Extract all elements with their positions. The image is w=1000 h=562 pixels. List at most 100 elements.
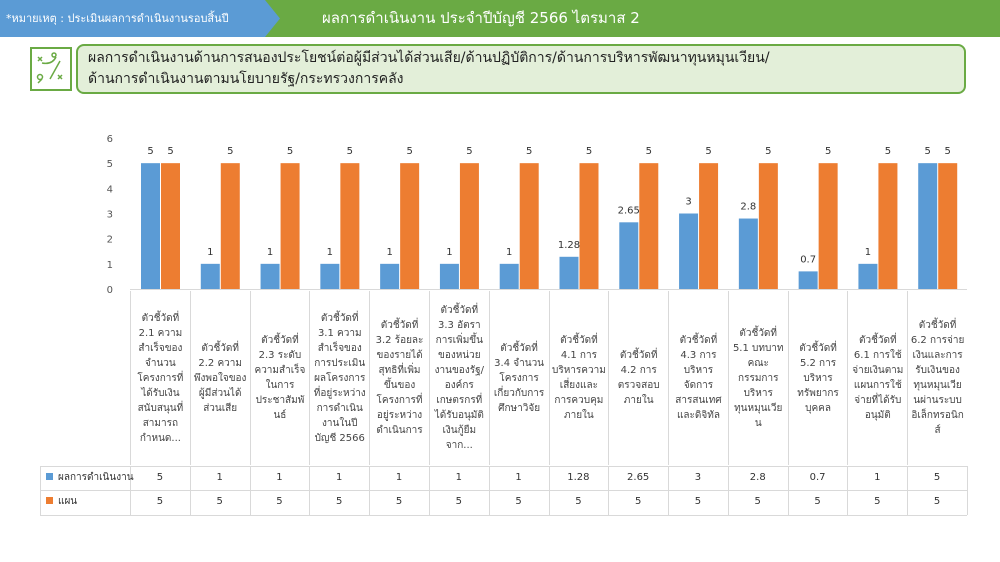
category-label: ตัวชี้วัดที่ 2.1 ความสำเร็จของจำนวนโครงก… [130, 291, 190, 465]
bar-actual [918, 163, 938, 289]
data-label: 1.28 [558, 240, 580, 251]
bar-plan [280, 163, 300, 289]
table-value: 3 [694, 472, 702, 483]
subtitle-line1: ผลการดำเนินงานด้านการสนองประโยชน์ต่อผู้ม… [88, 50, 770, 66]
bar-plan [818, 163, 838, 289]
data-label: 5 [765, 146, 771, 157]
table-value: 1 [455, 472, 462, 483]
data-label: 5 [406, 146, 412, 157]
table-value: 1 [874, 472, 881, 483]
data-label: 1 [506, 247, 512, 258]
bar-plan [579, 163, 599, 289]
category-label: ตัวชี้วัดที่ 3.1 ความสำเร็จของการประเมิน… [309, 291, 369, 465]
table-divider [309, 466, 311, 515]
table-gridline [40, 490, 967, 491]
category-label: ตัวชี้วัดที่ 6.1 การใช้จ่ายเงินตามแผนการ… [847, 291, 907, 465]
axis-line [130, 289, 967, 290]
table-gridline [40, 466, 967, 467]
category-label: ตัวชี้วัดที่ 4.2 การตรวจสอบภายใน [608, 291, 668, 465]
category-label: ตัวชี้วัดที่ 3.4 จำนวนโครงการเกี่ยวกับกา… [488, 291, 549, 465]
bar-plan [459, 163, 479, 289]
table-value: 5 [455, 496, 462, 507]
table-value: 5 [754, 496, 761, 507]
page-title: ผลการดำเนินงาน ประจำปีบัญชี 2566 ไตรมาส … [322, 9, 640, 27]
bar-actual [260, 263, 280, 289]
bar-actual [141, 163, 160, 289]
y-tick-label: 0 [107, 285, 113, 296]
note-banner: *หมายเหตุ : ประเมินผลการดำเนินงานรอบสิ้น… [0, 0, 280, 37]
legend-swatch [46, 473, 53, 480]
table-value: 2.65 [627, 472, 650, 483]
table-divider [369, 466, 371, 515]
y-tick-label: 6 [107, 134, 113, 145]
bar-plan [699, 163, 719, 289]
bar-actual [320, 263, 340, 289]
data-label: 5 [705, 146, 711, 157]
data-label: 5 [825, 146, 831, 157]
table-value: 5 [694, 496, 702, 507]
bar-actual [738, 218, 758, 289]
data-label: 5 [646, 146, 652, 157]
subtitle-line2: ด้านการดำเนินงานตามนโยบายรัฐ/กระทรวงการค… [88, 71, 404, 87]
bar-actual [559, 256, 579, 289]
data-label: 5 [885, 146, 891, 157]
data-label: 3 [685, 197, 691, 208]
table-value: 1 [515, 472, 522, 483]
data-label: 5 [347, 146, 353, 157]
table-value: 5 [814, 496, 821, 507]
table-value: 5 [575, 496, 582, 507]
legend-label: แผน [58, 496, 78, 507]
bar-plan [639, 163, 659, 289]
table-value: 5 [634, 496, 642, 507]
legend-actual: ผลการดำเนินงาน [40, 466, 134, 490]
data-label: 5 [167, 146, 173, 157]
bar-actual [200, 263, 220, 289]
data-label: 1 [865, 247, 871, 258]
bar-plan [161, 163, 180, 289]
table-divider [787, 466, 789, 515]
table-value: 5 [874, 496, 881, 507]
table-divider [668, 466, 670, 515]
bar-actual [499, 263, 519, 289]
table-divider [488, 466, 490, 515]
data-label: 2.65 [618, 205, 640, 216]
data-label: 1 [446, 247, 452, 258]
table-divider [249, 466, 251, 515]
data-label: 5 [586, 146, 592, 157]
table-divider [907, 466, 909, 515]
category-label: ตัวชี้วัดที่ 2.3 ระดับความสำเร็จในการประ… [249, 291, 310, 465]
data-label: 0.7 [800, 254, 816, 265]
table-divider [428, 466, 430, 515]
data-label: 5 [287, 146, 293, 157]
category-label: ตัวชี้วัดที่ 5.1 บทบาทคณะกรรมการบริหารทุ… [727, 291, 788, 465]
table-value: 0.7 [809, 472, 826, 483]
table-value: 5 [515, 496, 522, 507]
y-tick-label: 5 [107, 159, 113, 170]
y-tick-label: 4 [107, 184, 113, 195]
bar-plan [220, 163, 240, 289]
table-value: 1 [216, 472, 223, 483]
bar-actual [798, 271, 818, 289]
section-subtitle: ผลการดำเนินงานด้านการสนองประโยชน์ต่อผู้ม… [76, 44, 966, 94]
y-tick-label: 3 [107, 210, 113, 221]
category-label: ตัวชี้วัดที่ 5.2 การบริหารทรัพยากรบุคคล [787, 291, 848, 465]
table-value: 1 [395, 472, 403, 483]
strategy-icon [30, 47, 72, 91]
table-divider [727, 466, 729, 515]
data-label: 1 [207, 247, 213, 258]
table-value: 5 [933, 472, 941, 483]
note-text: *หมายเหตุ : ประเมินผลการดำเนินงานรอบสิ้น… [6, 12, 229, 25]
bar-actual [858, 263, 878, 289]
bar-plan [938, 163, 958, 289]
table-gridline [40, 515, 967, 516]
table-divider [548, 466, 550, 515]
y-tick-label: 1 [107, 260, 113, 271]
category-label: ตัวชี้วัดที่ 2.2 ความพึงพอใจของผู้มีส่วน… [189, 291, 250, 465]
table-value: 2.8 [749, 472, 766, 483]
table-divider [130, 466, 131, 515]
category-label: ตัวชี้วัดที่ 3.2 ร้อยละของรายได้สุทธิที่… [369, 291, 429, 465]
bar-plan [340, 163, 360, 289]
data-label: 5 [227, 146, 233, 157]
table-value: 5 [156, 472, 164, 483]
